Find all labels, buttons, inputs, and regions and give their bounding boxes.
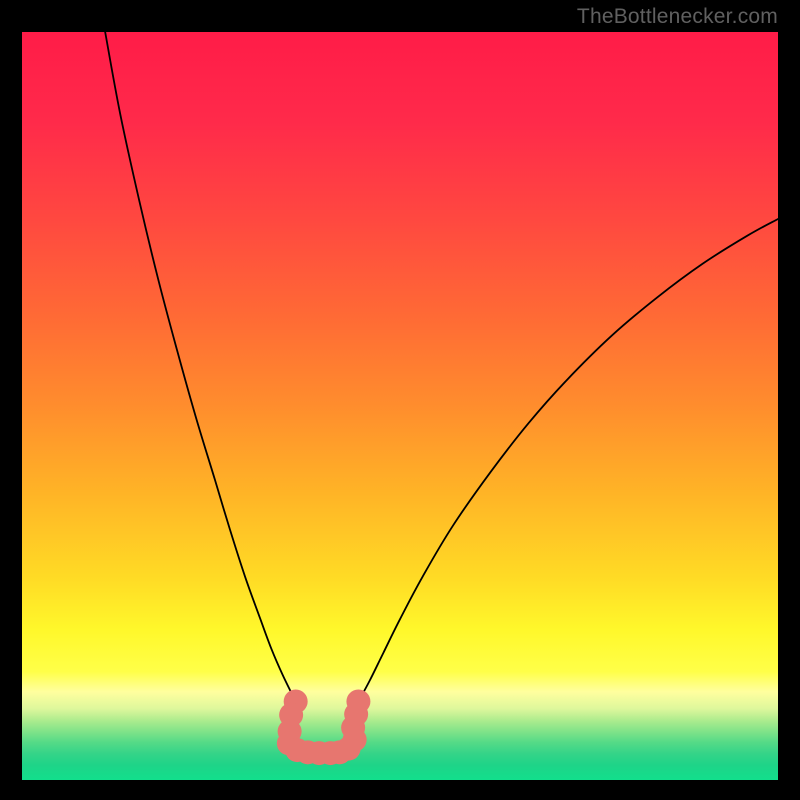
bottleneck-chart <box>0 0 800 800</box>
watermark-text: TheBottlenecker.com <box>577 5 778 29</box>
chart-container: TheBottlenecker.com <box>0 0 800 800</box>
plot-background-gradient <box>22 32 778 780</box>
